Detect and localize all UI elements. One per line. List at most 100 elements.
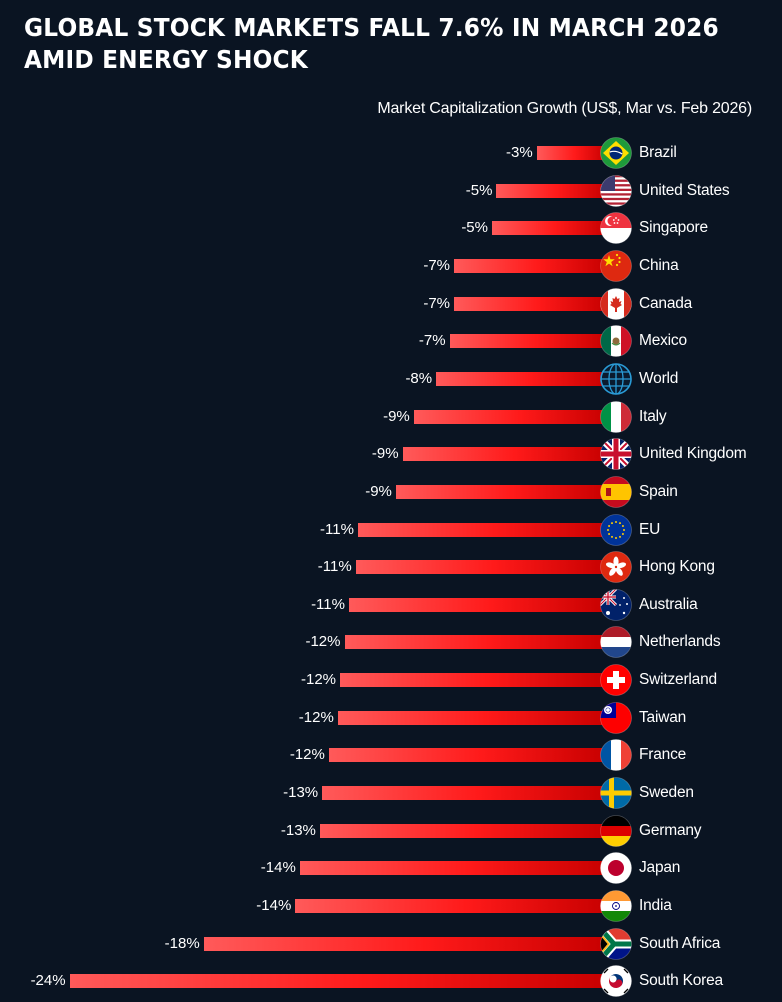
india-flag-icon <box>600 890 632 922</box>
bar <box>395 484 606 499</box>
bar-row: -7% Mexico <box>0 325 782 358</box>
value-label: -12% <box>289 746 325 764</box>
category-label: Hong Kong <box>639 558 715 576</box>
value-label: -13% <box>283 784 319 802</box>
bar-row: -9% United Kingdom <box>0 438 782 471</box>
category-label: United States <box>639 181 730 199</box>
value-label: -5% <box>461 219 488 237</box>
bar-row: -11% Australia <box>0 588 782 621</box>
bar-row: -9% Italy <box>0 400 782 433</box>
united-states-flag-icon <box>600 174 632 207</box>
value-label: -9% <box>371 445 399 463</box>
united-kingdom-flag-icon <box>600 438 632 471</box>
category-label: Italy <box>639 407 667 425</box>
category-label: Sweden <box>639 784 694 802</box>
australia-flag-icon <box>600 588 632 621</box>
value-label: -12% <box>305 633 341 651</box>
mexico-flag-icon <box>600 325 632 358</box>
value-label: -7% <box>418 332 446 350</box>
bar-row: -12% France <box>0 739 782 772</box>
bar <box>322 786 606 801</box>
category-label: India <box>639 897 672 914</box>
value-label: -11% <box>311 595 345 613</box>
chart-title: GLOBAL STOCK MARKETS FALL 7.6% IN MARCH … <box>24 13 719 74</box>
value-label: -24% <box>30 972 66 990</box>
bar-row: -11% Hong Kong <box>0 551 782 584</box>
bar-row: -12% Netherlands <box>0 626 782 659</box>
category-label: South Africa <box>639 934 721 952</box>
bar-row: -14% Japan <box>0 852 782 885</box>
bar <box>337 710 606 725</box>
germany-flag-icon <box>600 814 632 847</box>
bar <box>492 221 606 236</box>
category-label: Canada <box>639 294 693 312</box>
value-label: -13% <box>280 821 316 839</box>
switzerland-flag-icon <box>600 664 632 696</box>
canada-flag-icon <box>600 287 632 320</box>
brazil-flag-icon <box>600 137 632 169</box>
bar-row: -24% South Korea <box>0 965 782 998</box>
bar-row: -11% EU <box>0 513 782 546</box>
value-label: -12% <box>301 671 337 689</box>
value-label: -9% <box>365 482 392 500</box>
italy-flag-icon <box>600 400 632 433</box>
bar <box>344 635 606 650</box>
bar-row: -18% South Africa <box>0 927 782 960</box>
bar <box>295 899 606 913</box>
eu-flag-icon <box>600 513 632 546</box>
category-label: France <box>639 746 687 764</box>
bar-row: -9% Spain <box>0 475 782 508</box>
value-label: -5% <box>465 181 493 199</box>
value-label: -12% <box>298 708 334 726</box>
france-flag-icon <box>600 739 632 772</box>
bar-row: -3% Brazil <box>0 137 782 169</box>
china-flag-icon <box>600 250 632 282</box>
bar <box>454 258 606 273</box>
taiwan-flag-icon <box>600 701 632 734</box>
bar <box>436 371 606 386</box>
value-label: -18% <box>164 934 200 952</box>
spain-flag-icon <box>600 475 632 508</box>
bar <box>454 296 606 311</box>
value-label: -14% <box>260 859 296 877</box>
bar-row: -7% Canada <box>0 287 782 320</box>
hong-kong-flag-icon <box>600 551 632 584</box>
bar <box>319 823 606 838</box>
bar-row: -5% United States <box>0 174 782 207</box>
value-label: -11% <box>317 558 352 576</box>
bar <box>449 334 606 349</box>
world-globe-icon <box>600 363 632 395</box>
category-label: Spain <box>639 482 678 500</box>
bar-row: -13% Sweden <box>0 777 782 809</box>
category-label: China <box>639 256 679 274</box>
category-label: United Kingdom <box>639 445 747 463</box>
category-label: Japan <box>639 859 681 877</box>
bar-row: -12% Taiwan <box>0 701 782 734</box>
category-label: Switzerland <box>639 671 717 689</box>
category-label: Mexico <box>639 332 687 350</box>
bar-row: -12% Switzerland <box>0 664 782 696</box>
bar <box>496 183 606 198</box>
category-label: South Korea <box>639 972 723 990</box>
bar-row: -14% India <box>0 890 782 922</box>
value-label: -7% <box>423 256 451 274</box>
bar-row: -13% Germany <box>0 814 782 847</box>
category-label: Germany <box>639 821 702 839</box>
category-label: EU <box>639 520 661 538</box>
bar <box>328 748 606 763</box>
bar <box>69 974 606 989</box>
bar <box>413 409 606 424</box>
bar <box>357 522 606 537</box>
category-label: Netherlands <box>639 633 721 651</box>
sweden-flag-icon <box>600 777 632 809</box>
bar <box>203 936 606 951</box>
value-label: -9% <box>383 407 410 425</box>
bar-row: -8% World <box>0 363 782 395</box>
south-africa-flag-icon <box>600 927 632 960</box>
category-label: Brazil <box>639 144 677 161</box>
bar-row: -5% Singapore <box>0 212 782 245</box>
value-label: -11% <box>320 520 354 538</box>
bar-row: -7% China <box>0 250 782 282</box>
category-label: Australia <box>639 595 698 613</box>
